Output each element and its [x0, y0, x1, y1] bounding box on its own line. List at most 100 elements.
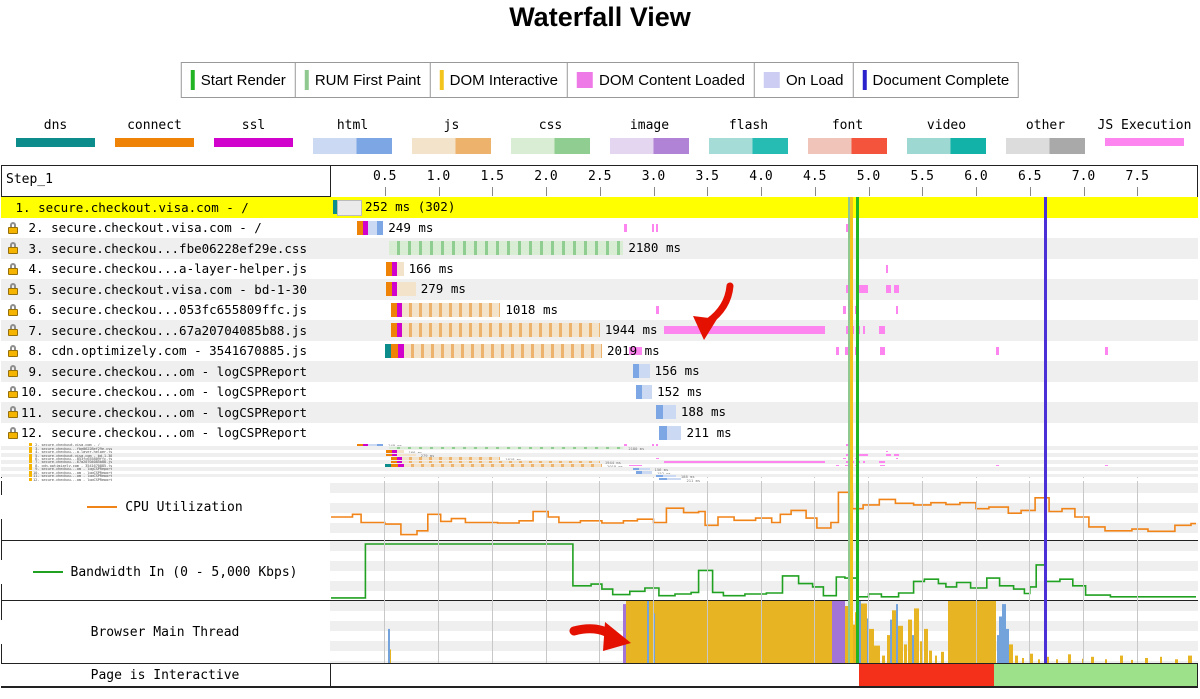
padlock-icon — [29, 477, 32, 481]
js-execution-swatch-icon — [1104, 138, 1185, 146]
axis-tick-label: 5.0 — [856, 169, 881, 184]
resource-legend-label: flash — [728, 118, 769, 133]
js-execution-bar — [845, 326, 854, 335]
request-row[interactable]: 6. secure.checkou...053fc655809ffc.js 101… — [1, 299, 1198, 321]
request-label[interactable]: 8. cdn.optimizely.com - 3541670885.js — [1, 341, 307, 362]
request-label[interactable]: 11. secure.checkou...om - logCSPReport — [1, 402, 307, 423]
request-label[interactable]: 5. secure.checkout.visa.com - bd-1-30 — [1, 453, 112, 457]
request-bar-segment-ssl — [397, 343, 404, 358]
request-label[interactable]: 5. secure.checkout.visa.com - bd-1-30 — [1, 279, 307, 300]
request-name: 8. cdn.optimizely.com - 3541670885.js — [21, 343, 307, 359]
request-row[interactable]: 12. secure.checkou...om - logCSPReport 21… — [1, 422, 1198, 444]
request-label[interactable]: 3. secure.checkou...fbe06228ef29e.css — [1, 238, 307, 259]
request-label[interactable]: 3. secure.checkou...fbe06228ef29e.css — [1, 446, 112, 450]
js-execution-bar — [885, 450, 888, 453]
request-bar-segment-js_s — [402, 460, 600, 464]
request-row[interactable]: 8. cdn.optimizely.com - 3541670885.js 201… — [1, 340, 1198, 362]
request-bar-segment-html_d — [376, 443, 384, 446]
request-bar-segment-html_d — [635, 471, 643, 474]
js-execution-bar — [846, 223, 849, 232]
padlock-icon — [29, 460, 32, 464]
request-row[interactable]: 12. secure.checkou...om - logCSPReport 21… — [1, 477, 1198, 483]
request-label[interactable]: 6. secure.checkou...053fc655809ffc.js — [1, 457, 112, 460]
request-time-label: 1018 ms — [505, 301, 559, 317]
padlock-shackle — [10, 344, 16, 352]
request-row[interactable]: 7. secure.checkou...67a20704085b88.js 194… — [1, 320, 1198, 341]
axis-tick-label: 4.0 — [749, 169, 773, 184]
start-render-swatch-icon — [190, 70, 195, 90]
condensed-request-rows[interactable]: 2. secure.checkout.visa.com - / 249 ms 3.… — [1, 443, 1198, 483]
event-legend-label: Start Render — [200, 71, 286, 89]
request-label[interactable]: 7. secure.checkou...67a20704085b88.js — [1, 460, 112, 464]
axis-tick-label: 5.5 — [910, 169, 934, 184]
request-row[interactable]: 3. secure.checkou...fbe06228ef29e.css 218… — [1, 238, 1198, 259]
request-label[interactable]: 2. secure.checkout.visa.com - / — [1, 218, 262, 239]
padlock-shackle — [10, 324, 16, 332]
request-label[interactable]: 4. secure.checkou...a-layer-helper.js — [1, 450, 112, 453]
request-row[interactable]: 9. secure.checkou...om - logCSPReport 156… — [1, 361, 1198, 382]
request-label[interactable]: 9. secure.checkou...om - logCSPReport — [1, 467, 112, 471]
interactive-segment-interactive — [994, 664, 1198, 686]
resource-legend-label: css — [538, 118, 563, 133]
request-row[interactable]: 11. secure.checkou...om - logCSPReport 18… — [1, 402, 1198, 423]
request-bar-segment-js_s — [402, 302, 501, 317]
request-label[interactable]: 10. secure.checkou...om - logCSPReport — [1, 471, 112, 474]
resource-type-legend: dns connect ssl html js css image flash font vide… — [6, 118, 1194, 154]
axis-tick-label: 2.0 — [534, 169, 558, 184]
request-label[interactable]: 6. secure.checkou...053fc655809ffc.js — [1, 300, 307, 321]
request-label[interactable]: 8. cdn.optimizely.com - 3541670885.js — [1, 464, 112, 467]
js-execution-bar — [855, 457, 858, 460]
request-bar-segment-html_l — [663, 474, 676, 477]
main-thread-activity-bar — [948, 601, 996, 663]
request-row[interactable]: 1. secure.checkout.visa.com - / 252 ms (3… — [1, 197, 1198, 218]
request-row[interactable]: 10. secure.checkou...om - logCSPReport 15… — [1, 381, 1198, 403]
bandwidth-label-text: Bandwidth In (0 - 5,000 Kbps) — [70, 564, 298, 580]
padlock-icon — [29, 474, 32, 478]
request-time-label: 2180 ms — [628, 446, 644, 451]
step-label: Step_1 — [6, 172, 53, 187]
js-execution-bar — [843, 305, 846, 314]
resource-legend-label: js — [443, 118, 460, 133]
js-execution-bar — [655, 443, 658, 446]
js-execution-bar — [651, 443, 654, 446]
request-bar-segment-js_l — [397, 453, 416, 457]
request-label[interactable]: 7. secure.checkou...67a20704085b88.js — [1, 320, 307, 341]
request-label[interactable]: 12. secure.checkou...om - logCSPReport — [1, 478, 112, 481]
request-row[interactable]: 5. secure.checkout.visa.com - bd-1-30 279… — [1, 279, 1198, 300]
main-thread-activity-bar — [929, 650, 932, 663]
request-label[interactable]: 4. secure.checkou...a-layer-helper.js — [1, 259, 307, 280]
main-thread-activity-bar — [904, 644, 907, 663]
padlock-body — [8, 267, 18, 275]
request-row[interactable]: 4. secure.checkou...a-layer-helper.js 166… — [1, 258, 1198, 280]
main-thread-activity-bar — [845, 606, 852, 663]
resource-legend-label: video — [926, 118, 967, 133]
header-divider — [1, 196, 331, 197]
request-label[interactable]: 10. secure.checkou...om - logCSPReport — [1, 382, 307, 403]
padlock-icon — [29, 467, 32, 471]
padlock-body — [8, 370, 18, 378]
request-label[interactable]: 2. secure.checkout.visa.com - / — [1, 443, 100, 446]
padlock-icon — [8, 385, 18, 398]
request-label[interactable]: 9. secure.checkou...om - logCSPReport — [1, 361, 307, 382]
request-row[interactable]: 2. secure.checkout.visa.com - / 249 ms — [1, 217, 1198, 239]
axis-tick-mark — [707, 187, 709, 196]
request-bar-segment-ssl — [397, 464, 404, 467]
request-label[interactable]: 1. secure.checkout.visa.com - / — [1, 197, 249, 218]
axis-tick-label: 6.5 — [1018, 169, 1042, 184]
main-thread-activity-bar — [874, 645, 880, 663]
js-execution-bar — [836, 464, 839, 467]
main-thread-activity-bar — [999, 616, 1002, 663]
cpu-label-text: CPU Utilization — [125, 499, 243, 515]
request-time-label: 279 ms — [420, 281, 466, 297]
request-label[interactable]: 12. secure.checkou...om - logCSPReport — [1, 423, 307, 444]
main-thread-activity-bar — [1022, 658, 1024, 663]
js-execution-bar — [856, 326, 860, 335]
padlock-icon — [29, 453, 32, 457]
request-bar-segment-js_s — [403, 464, 603, 467]
request-label[interactable]: 11. secure.checkou...om - logCSPReport — [1, 474, 112, 477]
request-bar-segment-redir — [337, 200, 363, 217]
request-bar-segment-ssl — [392, 450, 398, 453]
js-execution-bar — [896, 305, 899, 314]
request-bar-segment-html_l — [642, 384, 653, 399]
request-bar-segment-html_l — [367, 443, 377, 446]
